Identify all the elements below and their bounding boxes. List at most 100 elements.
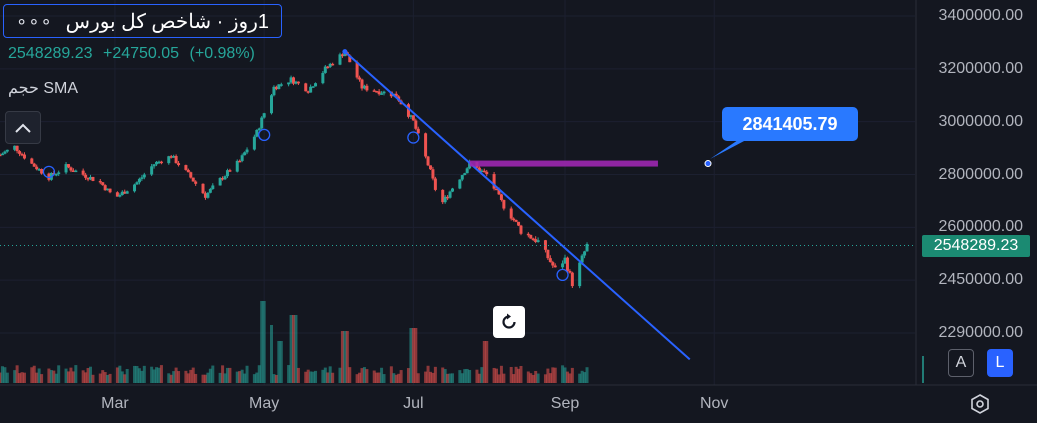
candle-body [18,151,22,154]
volume-bar [499,365,503,383]
volume-bar [362,367,366,383]
volume-bar [287,365,291,383]
volume-bar [406,368,410,383]
volume-bar [345,331,349,383]
volume-bar [323,367,327,383]
candle-body [548,258,552,263]
volume-bar [414,328,418,383]
volume-bar [155,367,159,383]
candle-body [394,93,398,97]
candle-body [274,86,278,90]
candle-body [296,81,300,84]
horizontal-ray [469,160,658,167]
candle-body [0,153,4,156]
candle-body [441,189,445,203]
candle-body [20,153,24,156]
y-tick-label: 2800000.00 [938,165,1023,183]
price-change-percent: (+0.98%) [189,45,255,62]
candle-body [304,83,308,92]
volume-bar [172,371,176,383]
volume-bar [495,368,499,383]
auto-scale-button[interactable]: A [948,349,974,377]
candle-body [167,156,171,164]
trend-line [344,50,691,361]
candle-body [71,170,75,172]
volume-bar [343,331,347,383]
candle-body [416,128,420,134]
volume-bar [338,367,342,383]
volume-bar [468,369,472,383]
candle-body [89,176,92,180]
candle-body [277,84,281,90]
volume-bar [492,367,496,383]
volume-bar [279,341,283,383]
candle-body [74,170,78,173]
volume-bar [497,374,501,383]
volume-bar [123,374,127,383]
candle-body [115,192,119,197]
volume-bar [580,370,584,383]
volume-bar [262,301,266,383]
candle-body [451,188,454,192]
candle-body [517,221,521,226]
volume-bar [465,368,469,383]
volume-bar [292,315,296,383]
volume-bar [570,367,574,383]
candle-body [321,72,325,84]
volume-bar [64,368,68,383]
volume-bar [159,365,163,383]
volume-bar [428,371,432,383]
indicator-legend[interactable]: حجم SMA [8,80,78,97]
more-options-icon[interactable]: ∘∘∘ [16,10,53,31]
volume-bar [89,366,92,383]
candle-body [235,160,239,172]
candle-body [40,168,44,174]
reset-chart-button[interactable] [493,306,525,338]
candle-body [463,173,467,176]
volume-bar [238,371,242,383]
candle-body [480,170,484,173]
candle-body [172,155,176,158]
hexagon-gear-icon[interactable] [969,393,991,415]
candle-body [448,191,452,198]
candle-body [243,152,247,156]
volume-bar [463,369,467,383]
volume-bar [512,374,516,383]
volume-bar [526,371,530,383]
volume-bar [536,373,540,383]
candle-body [382,91,386,94]
volume-bar [260,301,264,383]
volume-bar [458,370,462,383]
candle-body [372,90,376,92]
candle-body [580,255,584,263]
volume-bar [360,368,364,383]
volume-bar [103,372,107,383]
candle-body [375,91,379,93]
volume-bar [218,372,222,383]
candle-body [137,178,141,183]
collapse-legend-button[interactable] [5,111,41,144]
candle-body [135,182,139,185]
volume-bar [0,366,4,383]
candle-body [426,156,430,166]
volume-bar [115,367,119,383]
volume-bar [543,374,547,383]
volume-bar [340,331,344,383]
volume-bar [365,369,369,383]
volume-bar [201,374,205,383]
candle-body [223,176,227,180]
candle-body [208,188,212,193]
price-callout[interactable]: 2841405.79 [722,107,858,141]
candle-body [360,79,364,89]
candle-body [377,91,381,95]
log-scale-button[interactable]: L [987,349,1013,377]
symbol-title[interactable]: 1روز · شاخص کل بورس ∘∘∘ [3,4,282,38]
volume-bar [125,368,129,383]
volume-bar [22,372,26,383]
candle-body [221,178,225,180]
volume-bar [225,367,229,383]
candle-body [355,62,359,78]
volume-bar [169,374,173,383]
candle-body [585,243,589,252]
